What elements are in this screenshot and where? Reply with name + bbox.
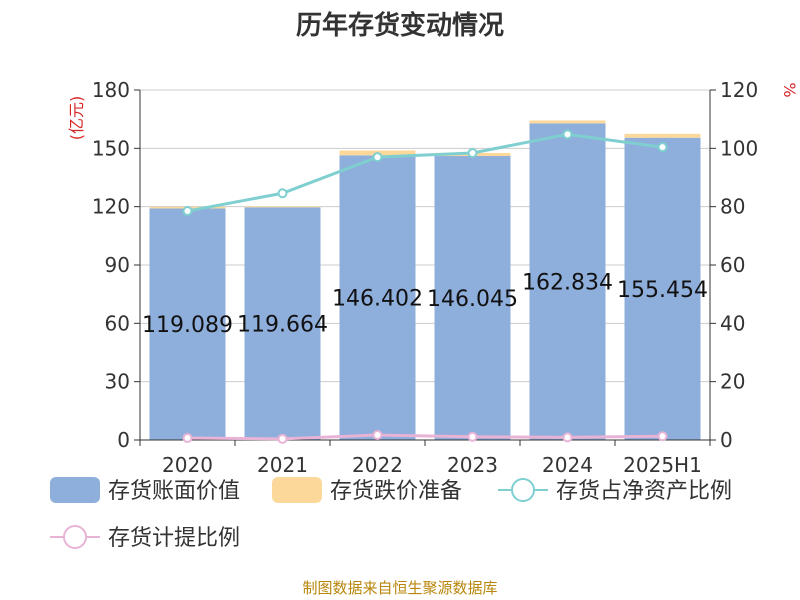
legend-label: 存货占净资产比例 — [556, 479, 732, 504]
line-ratio-net-assets — [187, 132, 663, 213]
left-axis-unit: (亿元) — [67, 96, 86, 141]
grid-lines — [140, 89, 710, 383]
left-tick-label: 120 — [92, 195, 130, 219]
bar-impairment-reserve — [529, 120, 606, 124]
point-impairment-ratio — [562, 432, 573, 443]
point-impairment-ratio — [657, 431, 668, 442]
bar-value-label: 155.454 — [617, 278, 708, 303]
right-tick-label: 0 — [720, 428, 733, 452]
legend-label: 存货跌价准备 — [330, 479, 462, 504]
bar-book-value — [434, 156, 511, 440]
x-tick-label: 2023 — [447, 453, 498, 477]
line-impairment-ratio — [187, 433, 663, 441]
bar-value-label: 146.402 — [332, 287, 423, 312]
right-tick-label: 120 — [720, 78, 758, 102]
left-tick-label: 180 — [92, 78, 130, 102]
legend-swatch — [50, 477, 100, 503]
left-tick-label: 30 — [105, 370, 130, 394]
source-note: 制图数据来自恒生聚源数据库 — [302, 579, 497, 597]
right-tick-label: 20 — [720, 370, 745, 394]
right-tick-label: 40 — [720, 311, 745, 335]
bar-book-value — [339, 155, 416, 440]
point-impairment-ratio — [372, 430, 383, 441]
left-tick-label: 60 — [105, 311, 130, 335]
bar-value-label: 162.834 — [522, 271, 613, 296]
bar-value-label: 146.045 — [427, 287, 518, 312]
bar-book-value — [529, 123, 606, 441]
left-tick-label: 150 — [92, 136, 130, 160]
bar-book-value — [624, 137, 701, 440]
right-tick-label: 60 — [720, 253, 745, 277]
chart-title: 历年存货变动情况 — [296, 10, 504, 41]
legend-swatch — [272, 477, 322, 503]
bars-group — [149, 120, 701, 441]
bar-book-value — [244, 207, 321, 440]
bar-value-label: 119.089 — [142, 313, 233, 338]
point-impairment-ratio — [467, 431, 478, 442]
x-tick-label: 2022 — [352, 453, 403, 477]
point-ratio-net-assets — [372, 152, 383, 163]
point-ratio-net-assets — [182, 206, 193, 217]
bar-impairment-reserve — [244, 206, 321, 208]
point-impairment-ratio — [277, 433, 288, 444]
lines-group — [182, 129, 668, 444]
x-tick-label: 2025H1 — [623, 453, 702, 477]
bar-value-label: 119.664 — [237, 313, 328, 338]
legend-marker — [63, 525, 87, 549]
left-tick-label: 90 — [105, 253, 130, 277]
bar-impairment-reserve — [624, 133, 701, 138]
right-tick-label: 100 — [720, 136, 758, 160]
right-tick-label: 80 — [720, 195, 745, 219]
legend-marker — [511, 478, 535, 502]
legend-label: 存货账面价值 — [108, 479, 240, 504]
x-tick-label: 2021 — [257, 453, 308, 477]
point-ratio-net-assets — [277, 188, 288, 199]
bar-book-value — [149, 208, 226, 440]
right-axis-unit: % — [780, 82, 799, 97]
point-ratio-net-assets — [562, 129, 573, 140]
left-tick-label: 0 — [117, 428, 130, 452]
x-tick-label: 2024 — [542, 453, 593, 477]
point-ratio-net-assets — [467, 148, 478, 158]
point-ratio-net-assets — [657, 142, 668, 153]
x-tick-label: 2020 — [162, 453, 213, 477]
point-impairment-ratio — [182, 432, 193, 443]
axes-group: 0 30 60 90 120 150 180 0 20 40 60 80 100 120 2020 2021 2… — [92, 78, 758, 477]
legend-label: 存货计提比例 — [108, 526, 240, 551]
